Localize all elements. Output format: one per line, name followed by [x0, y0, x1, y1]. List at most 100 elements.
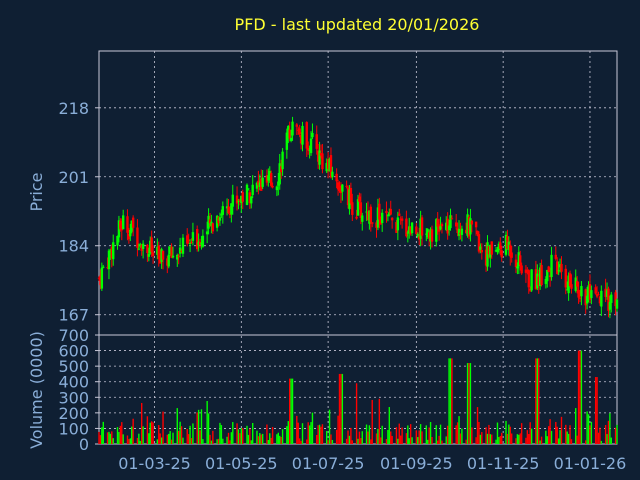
candle-body [240, 195, 243, 203]
candle-body [467, 216, 471, 237]
candle-body [415, 226, 418, 234]
candle-body [436, 219, 439, 227]
candle-body [277, 181, 280, 186]
candle-body [580, 285, 583, 297]
candle-body [405, 218, 408, 237]
candle-body [376, 207, 380, 228]
candle-body [116, 235, 119, 246]
candle-body [356, 199, 360, 216]
candle-body [345, 185, 348, 187]
candle-body [191, 232, 195, 241]
candle-body [355, 216, 358, 219]
candle-body [534, 269, 538, 290]
candle-body [358, 196, 361, 202]
candle-body [574, 277, 577, 291]
candle-body [390, 217, 394, 221]
candle-body [398, 213, 401, 216]
candle-body [487, 246, 491, 255]
candle-body [577, 290, 580, 298]
candle-body [590, 290, 593, 299]
candle-body [150, 237, 153, 253]
candle-body [395, 222, 398, 233]
candle-body [385, 210, 388, 214]
candle-body [496, 249, 499, 253]
candle-body [506, 236, 509, 249]
candle-body [117, 220, 121, 238]
candle-body [598, 296, 602, 304]
price-plot-area [98, 50, 618, 336]
candle-body [484, 249, 488, 266]
candle-body [261, 177, 264, 187]
candle-body [514, 259, 518, 268]
volume-tick-label: 200 [58, 404, 89, 423]
candle-body [149, 240, 152, 254]
candle-body [470, 220, 474, 225]
candle-body [557, 270, 560, 272]
candle-body [247, 188, 250, 190]
candle-body [375, 222, 378, 228]
candle-body [494, 250, 498, 252]
x-tick-label: 01-09-25 [380, 454, 453, 473]
candle-body [119, 220, 122, 230]
candle-body [585, 295, 589, 304]
candle-body [271, 185, 274, 188]
candle-body [449, 215, 452, 229]
volume-tick-label: 400 [58, 373, 89, 392]
candle-body [568, 273, 572, 287]
candle-body [279, 166, 283, 173]
candle-body [368, 210, 371, 224]
candle-body [509, 244, 512, 257]
candle-body [237, 200, 240, 202]
candle-body [309, 138, 313, 154]
candle-body [389, 208, 392, 215]
candle-body [245, 184, 249, 206]
candle-body [520, 265, 523, 274]
candle-body [171, 255, 175, 258]
candle-body [97, 277, 101, 279]
candle-body [207, 215, 210, 229]
candle-body [251, 184, 254, 195]
candle-body [584, 289, 587, 306]
candle-body [267, 175, 270, 181]
candle-body [587, 285, 590, 299]
price-tick-label: 167 [58, 306, 89, 325]
candle-body [258, 182, 262, 187]
candle-body [604, 288, 607, 297]
volume-tick-label: 600 [58, 342, 89, 361]
candle-body [490, 241, 493, 255]
candle-body [464, 229, 468, 234]
candle-body [285, 132, 289, 150]
candle-body [321, 153, 324, 170]
candle-body [457, 228, 461, 236]
candle-body [349, 187, 353, 204]
candle-body [180, 250, 183, 252]
candle-body [319, 153, 323, 156]
candle-body [524, 269, 528, 273]
candle-body [227, 206, 230, 214]
candle-body [400, 218, 404, 221]
candle-body [528, 288, 532, 291]
candle-body [454, 222, 458, 227]
candle-body [170, 246, 173, 258]
candle-body [166, 258, 169, 266]
candle-body [416, 233, 419, 238]
candle-body [570, 284, 573, 289]
candle-body [348, 189, 351, 210]
candle-body [399, 218, 402, 220]
x-tick-label: 01-11-25 [467, 454, 540, 473]
candle-body [565, 289, 569, 291]
candle-body [425, 233, 428, 235]
candle-body [238, 199, 242, 201]
candle-body [299, 135, 303, 144]
candle-body [396, 217, 400, 231]
candle-body [268, 171, 271, 179]
candle-body [120, 227, 123, 231]
candle-body [326, 159, 330, 169]
candle-body [460, 228, 464, 235]
candle-body [230, 203, 233, 215]
chart-title: PFD - last updated 20/01/2026 [235, 15, 480, 34]
candle-body [538, 267, 542, 286]
candle-body [575, 281, 579, 287]
candle-body [177, 256, 180, 258]
candle-body [366, 211, 370, 221]
